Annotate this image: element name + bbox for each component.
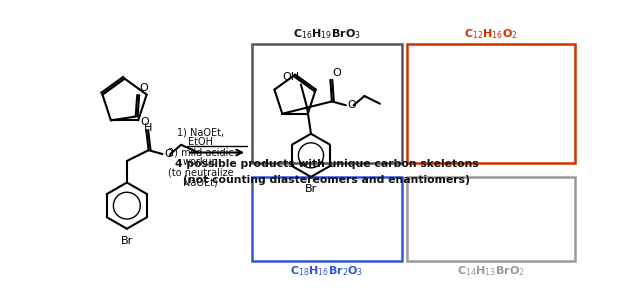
Bar <box>408 177 575 261</box>
Text: (to neutralize: (to neutralize <box>168 167 233 177</box>
Text: C$_{16}$H$_{19}$BrO$_3$: C$_{16}$H$_{19}$BrO$_3$ <box>293 27 361 41</box>
Bar <box>253 177 402 261</box>
Text: NaOEt): NaOEt) <box>183 177 218 187</box>
Text: 4 possible products with unique carbon skeletons: 4 possible products with unique carbon s… <box>175 159 478 169</box>
Bar <box>253 44 402 163</box>
Text: O: O <box>332 68 341 78</box>
Text: C$_{18}$H$_{16}$Br$_2$O$_3$: C$_{18}$H$_{16}$Br$_2$O$_3$ <box>290 264 363 278</box>
Text: C$_{14}$H$_{13}$BrO$_2$: C$_{14}$H$_{13}$BrO$_2$ <box>457 264 525 278</box>
Text: O: O <box>164 149 173 159</box>
Text: workup: workup <box>183 157 219 167</box>
Text: O: O <box>140 83 149 93</box>
Text: C$_{12}$H$_{16}$O$_2$: C$_{12}$H$_{16}$O$_2$ <box>464 27 518 41</box>
Text: H: H <box>143 123 152 133</box>
Text: EtOH: EtOH <box>188 137 213 147</box>
Text: Br: Br <box>305 184 317 194</box>
Text: O: O <box>347 100 356 110</box>
Bar <box>408 44 575 163</box>
Text: (not counting diastereomers and enantiomers): (not counting diastereomers and enantiom… <box>183 175 470 185</box>
Text: Br: Br <box>121 236 133 246</box>
Text: 1) NaOEt,: 1) NaOEt, <box>177 127 224 137</box>
Text: OH: OH <box>282 72 300 82</box>
Text: 2) mild acidic: 2) mild acidic <box>168 147 233 157</box>
Text: O: O <box>140 117 149 127</box>
